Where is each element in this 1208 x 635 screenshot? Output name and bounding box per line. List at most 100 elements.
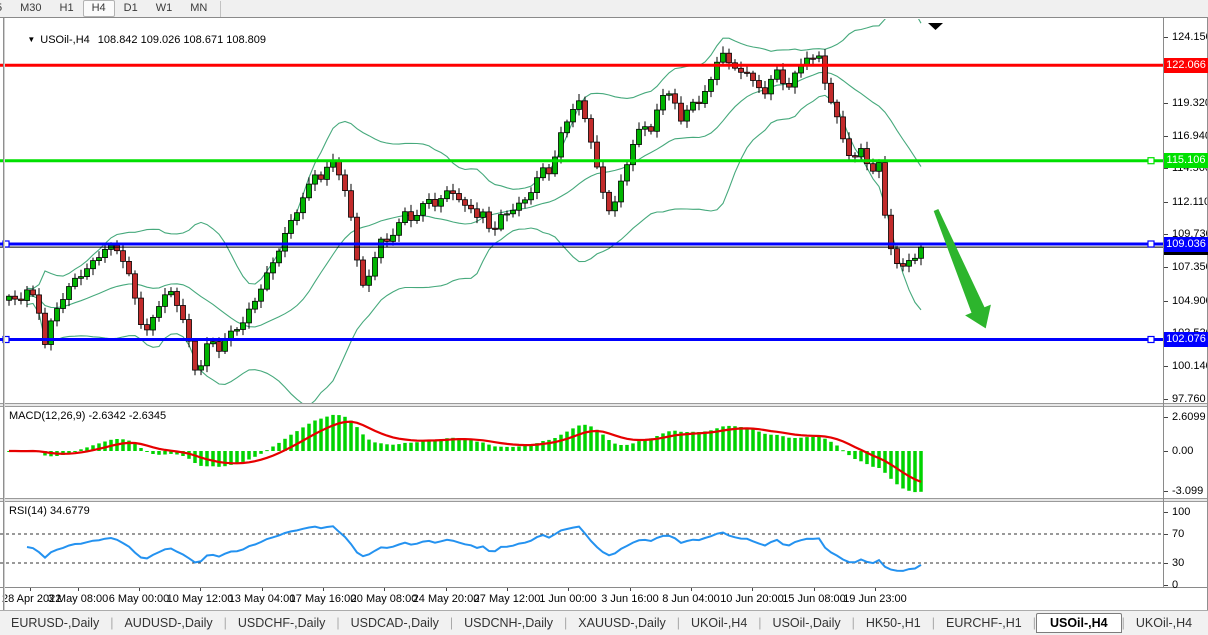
candle-body — [264, 272, 270, 290]
macd-bar — [739, 427, 743, 451]
line-selection-handle[interactable] — [1147, 157, 1155, 165]
candle-body — [486, 211, 492, 229]
macd-axis-label: 0.00 — [1172, 445, 1194, 457]
tab-separator: | — [449, 616, 454, 630]
candle-body — [348, 190, 354, 218]
rsi-axis-tick-mark — [1164, 512, 1168, 514]
time-axis-label: 27 May 12:00 — [473, 593, 541, 605]
down-arrow-annotation[interactable] — [933, 209, 991, 329]
candle-body — [102, 248, 108, 258]
chart-shift-marker-icon[interactable] — [928, 23, 943, 30]
chart-tab-EURCHF-H1[interactable]: EURCHF-,H1 — [946, 616, 1022, 630]
macd-bar — [529, 444, 533, 451]
macd-bar — [787, 437, 791, 451]
chart-tab-USDCNH-Daily[interactable]: USDCNH-,Daily — [464, 616, 554, 630]
time-axis-tick — [200, 588, 201, 591]
candle-body — [270, 262, 276, 274]
chart-tab-USDCAD-Daily[interactable]: USDCAD-,Daily — [350, 616, 439, 630]
tab-separator: | — [851, 616, 855, 630]
candle-body — [498, 214, 504, 230]
macd-signal-line — [9, 420, 922, 483]
candle-body — [720, 52, 726, 63]
chart-tab-UKOil-H4[interactable]: UKOil-,H4 — [1135, 616, 1193, 630]
chart-tab-XAUUSD-Daily[interactable]: XAUUSD-,Daily — [578, 616, 666, 630]
macd-bar — [703, 431, 707, 451]
macd-bar — [295, 431, 299, 451]
macd-bar — [799, 437, 803, 451]
macd-bar — [265, 450, 269, 452]
macd-bar — [457, 438, 461, 451]
candle-body — [744, 71, 750, 74]
candle-body — [282, 232, 288, 252]
chart-tab-AUDUSD-Daily[interactable]: AUDUSD-,Daily — [124, 616, 213, 630]
chart-tab-HK50-H1[interactable]: HK50-,H1 — [865, 616, 921, 630]
tab-scroll-buttons: ◄► — [1203, 618, 1208, 628]
macd-bar — [121, 439, 125, 451]
chart-tab-USOil-Daily[interactable]: USOil-,Daily — [772, 616, 841, 630]
timeframe-button-MN[interactable]: MN — [190, 2, 208, 14]
pane-splitter[interactable] — [0, 403, 1208, 407]
candle-body — [570, 109, 576, 123]
candle-body — [72, 277, 78, 287]
macd-bar — [631, 443, 635, 451]
time-axis[interactable]: 28 Apr 2022 3 May 08:00 6 May 00:00 10 May … — [0, 587, 1208, 610]
macd-bar — [493, 446, 497, 451]
candle-body — [474, 208, 480, 218]
candle-body — [360, 259, 366, 286]
candle-body — [510, 209, 516, 215]
toolbar-separator — [220, 0, 222, 17]
macd-label: MACD(12,26,9) -2.6342 -2.6345 — [9, 410, 167, 422]
macd-bar — [241, 451, 245, 462]
macd-bar — [85, 447, 89, 451]
time-axis-tick — [507, 588, 508, 591]
timeframe-button-W1[interactable]: W1 — [155, 2, 173, 14]
rsi-axis-tick-mark — [1164, 534, 1168, 535]
candle-body — [762, 87, 768, 95]
candle-body — [582, 100, 588, 120]
macd-bar — [559, 434, 563, 451]
macd-axis-label: 2.6099 — [1172, 411, 1206, 424]
line-selection-handle[interactable] — [1147, 335, 1155, 344]
macd-bar — [427, 440, 431, 451]
candle-body — [786, 83, 792, 88]
timeframe-button-H1[interactable]: H1 — [59, 2, 74, 14]
tab-separator: | — [931, 616, 935, 630]
macd-bar — [469, 440, 473, 451]
candle-body — [210, 341, 216, 345]
candle-body — [828, 82, 834, 103]
macd-bar — [73, 451, 77, 452]
tab-separator: | — [1032, 616, 1036, 630]
candle-body — [906, 260, 912, 267]
candle-body — [378, 238, 384, 259]
macd-bar — [235, 451, 239, 464]
macd-bar — [685, 432, 689, 451]
chart-tab-USOil-H4[interactable]: USOil-,H4 — [1035, 613, 1122, 633]
timeframe-button-5[interactable]: 5 — [0, 1, 11, 16]
macd-indicator-pane[interactable] — [0, 407, 1163, 498]
candle-body — [180, 305, 186, 321]
timeframe-button-M30[interactable]: M30 — [20, 2, 42, 14]
price-axis-tick-label: 119.320 — [1172, 96, 1208, 109]
main-price-chart[interactable] — [0, 19, 1163, 403]
candle-body — [204, 343, 210, 367]
timeframe-button-H4[interactable]: H4 — [82, 0, 115, 17]
candle-body — [462, 199, 468, 206]
candle-body — [450, 190, 456, 194]
macd-axis-tick-mark — [1164, 417, 1168, 419]
chart-tab-EURUSD-Daily[interactable]: EURUSD-,Daily — [11, 616, 100, 630]
candle-body — [414, 214, 420, 221]
price-axis-tick-mark — [1164, 300, 1168, 302]
chart-dropdown-icon[interactable]: ▼ — [27, 35, 36, 44]
candle-body — [666, 93, 672, 96]
chart-tab-USDCHF-Daily[interactable]: USDCHF-,Daily — [237, 616, 326, 630]
macd-bar — [523, 445, 527, 451]
candle-body — [870, 163, 876, 172]
pane-splitter[interactable] — [0, 498, 1208, 502]
macd-bar — [481, 442, 485, 451]
price-axis[interactable]: 124.150121.770119.320116.940114.560112.1… — [1164, 18, 1208, 591]
rsi-indicator-pane[interactable] — [0, 502, 1163, 587]
macd-bar — [319, 418, 323, 451]
chart-tab-UKOil-H4[interactable]: UKOil-,H4 — [691, 616, 748, 630]
timeframe-button-D1[interactable]: D1 — [123, 2, 138, 14]
line-selection-handle[interactable] — [1147, 240, 1155, 248]
